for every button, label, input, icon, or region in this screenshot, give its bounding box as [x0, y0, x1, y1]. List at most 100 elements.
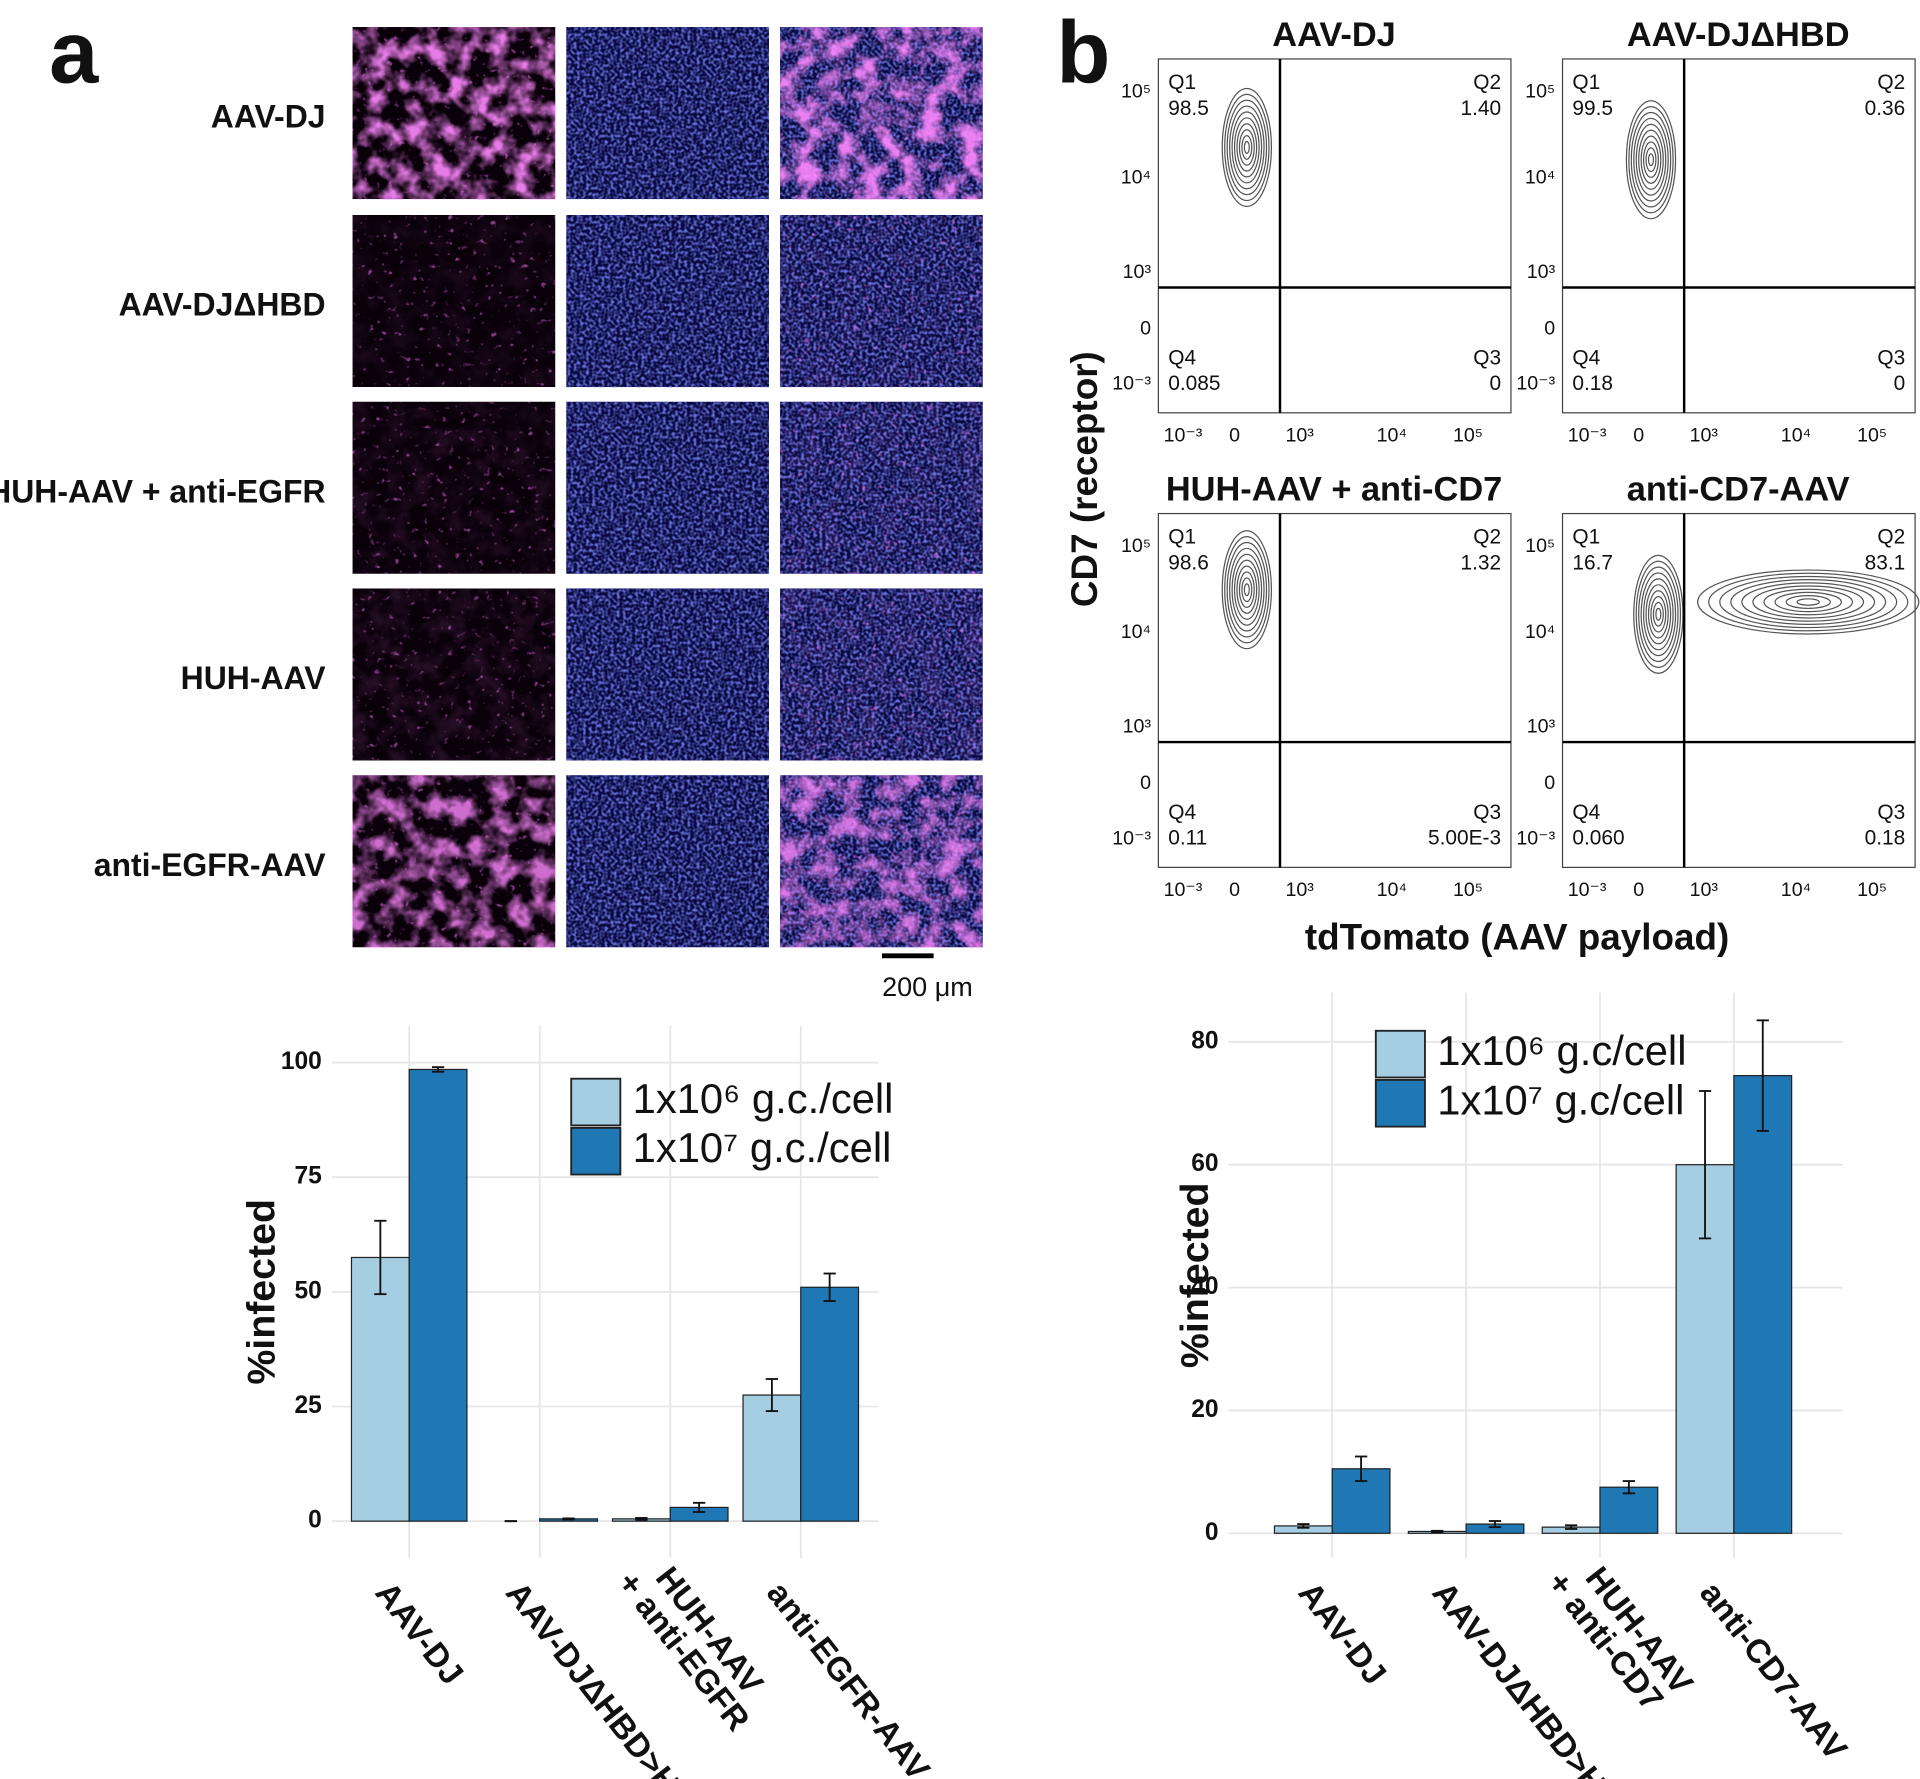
flow-x-tick: 10⁴ — [1377, 424, 1407, 446]
error-bar — [562, 1517, 575, 1521]
micrograph — [352, 588, 556, 761]
quadrant-value: 0.060 — [1572, 827, 1624, 850]
contour — [1628, 106, 1674, 214]
error-bar — [635, 1517, 648, 1521]
flow-y-tick: 10⁵ — [1121, 535, 1151, 557]
y-tick-label: 25 — [295, 1392, 322, 1419]
contour — [1231, 111, 1263, 184]
contour — [1226, 541, 1268, 638]
y-tick-label: 20 — [1191, 1396, 1218, 1423]
speckle — [352, 588, 556, 761]
x-tick-label-line: anti-EGFR-AAV — [759, 1575, 936, 1779]
bar — [350, 1256, 410, 1522]
micrograph — [352, 775, 556, 948]
quadrant-name: Q1 — [1572, 526, 1600, 549]
bar — [742, 1394, 802, 1522]
flow-x-tick: 0 — [1229, 879, 1240, 901]
contour — [1633, 117, 1669, 202]
flow-y-tick: 10⁵ — [1525, 80, 1555, 102]
contour — [1763, 588, 1854, 616]
y-tick-label: 50 — [295, 1277, 322, 1304]
flow-y-tick: 10⁻³ — [1112, 827, 1151, 849]
flow-x-tick: 10⁻³ — [1568, 424, 1607, 446]
micrograph — [352, 27, 556, 200]
x-tick-label: anti-EGFR-AAV — [759, 1575, 936, 1779]
error-bar — [1354, 1455, 1368, 1482]
micrograph — [780, 215, 983, 388]
micrograph — [780, 775, 983, 948]
y-tick-label: 40 — [1191, 1273, 1218, 1300]
contour — [1650, 595, 1667, 633]
y-tick-label: 100 — [281, 1048, 322, 1075]
speckle — [352, 27, 556, 200]
quadrant-value: 99.5 — [1572, 97, 1613, 120]
contour — [1241, 135, 1253, 160]
x-tick-label: HUH-AAV+ anti-EGFR — [610, 1560, 770, 1738]
flow-y-label: CD7 (receptor) — [1064, 351, 1105, 607]
error-bar — [765, 1378, 779, 1413]
error-bar — [431, 1066, 445, 1073]
flow-y-tick: 10⁻³ — [1112, 373, 1151, 395]
flow-frame — [1157, 58, 1512, 414]
quadrant-value: 98.6 — [1168, 551, 1209, 574]
legend-swatch — [570, 1077, 622, 1127]
flow-x-tick: 0 — [1229, 424, 1240, 446]
contour — [1221, 87, 1273, 208]
nuclei — [566, 775, 769, 948]
error-bar — [374, 1219, 387, 1296]
flow-title: AAV-DJ — [1272, 16, 1396, 54]
contour — [1640, 135, 1662, 184]
bar — [1733, 1075, 1793, 1534]
micrograph — [566, 215, 769, 388]
flow-y-tick: 10⁻³ — [1516, 373, 1555, 395]
speckle — [780, 588, 983, 761]
error-bar — [1488, 1520, 1502, 1529]
y-axis-label: %infected — [1173, 1182, 1217, 1368]
x-tick-label-line: AAV-DJ — [368, 1575, 470, 1692]
bar — [1599, 1486, 1659, 1534]
error-bar — [1698, 1090, 1712, 1240]
flow-title: HUH-AAV + anti-CD7 — [1166, 471, 1502, 509]
error-bar — [1297, 1523, 1310, 1529]
micrograph — [352, 215, 556, 388]
contour — [1638, 566, 1679, 663]
legend-swatch — [1374, 1079, 1426, 1128]
flow-frame — [1561, 58, 1916, 414]
speckle — [352, 401, 556, 574]
flow-y-tick: 10³ — [1123, 716, 1152, 738]
speckle — [780, 401, 983, 574]
nuclei — [566, 588, 769, 761]
contour — [1741, 582, 1876, 622]
error-bar — [1431, 1529, 1444, 1533]
contour — [1730, 579, 1887, 625]
nuclei — [566, 27, 769, 200]
flow-y-tick: 10⁴ — [1525, 621, 1555, 643]
y-tick-label: 75 — [295, 1163, 322, 1190]
contour — [1708, 572, 1909, 632]
speckle — [780, 215, 983, 388]
y-tick-label: 0 — [1205, 1519, 1219, 1546]
micrograph — [780, 401, 983, 574]
quadrant-name: Q2 — [1877, 71, 1905, 94]
quadrant-value: 1.40 — [1460, 97, 1501, 120]
contour — [1224, 536, 1270, 644]
flow-x-tick: 10³ — [1285, 424, 1314, 446]
quadrant-value: 0.18 — [1572, 372, 1613, 395]
contour — [1229, 105, 1265, 190]
flow-y-tick: 0 — [1544, 317, 1555, 339]
flow-x-tick: 10⁻³ — [1568, 879, 1607, 901]
row-label: AAV-DJ — [211, 99, 326, 135]
row-label: HUH-AAV + anti-EGFR — [0, 473, 326, 509]
flow-x-tick: 10³ — [1285, 879, 1314, 901]
flow-x-tick: 10⁵ — [1857, 424, 1887, 446]
contour — [1638, 129, 1664, 190]
speckle — [780, 775, 983, 948]
quadrant-name: Q2 — [1877, 526, 1905, 549]
contour — [1231, 553, 1263, 626]
flow-x-tick: 10⁵ — [1453, 879, 1483, 901]
quadrant-name: Q2 — [1473, 526, 1501, 549]
contour — [1229, 547, 1265, 632]
quadrant-name: Q4 — [1168, 346, 1196, 369]
quadrant-name: Q1 — [1168, 71, 1196, 94]
error-bar — [1622, 1480, 1636, 1495]
